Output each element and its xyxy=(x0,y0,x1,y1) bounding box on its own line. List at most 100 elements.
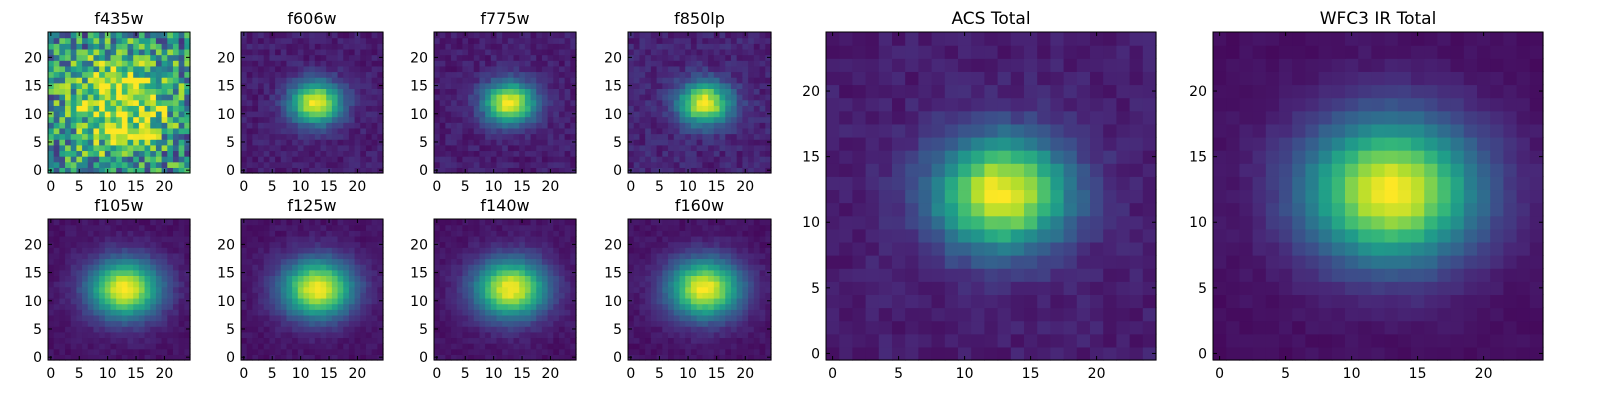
heatmap-cell xyxy=(104,54,112,61)
heatmap-cell xyxy=(650,320,658,327)
heatmap-cell xyxy=(650,60,658,67)
heatmap-cell xyxy=(759,77,766,84)
heatmap-cell xyxy=(736,65,743,73)
heatmap-cell xyxy=(479,48,486,56)
heatmap-cell xyxy=(320,167,327,174)
heatmap-cell xyxy=(742,343,749,350)
heatmap-cell xyxy=(434,235,441,243)
heatmap-cell xyxy=(269,161,276,168)
heatmap-cell xyxy=(713,297,721,305)
heatmap-cell xyxy=(650,337,658,344)
heatmap-cell xyxy=(742,133,749,140)
heatmap-cell xyxy=(496,286,503,293)
heatmap-cell xyxy=(496,230,503,237)
heatmap-cell xyxy=(462,269,469,276)
heatmap-cell xyxy=(736,127,743,135)
heatmap-cell xyxy=(445,314,452,322)
heatmap-cell xyxy=(53,88,60,95)
heatmap-cell xyxy=(445,161,452,168)
heatmap-cell xyxy=(167,247,174,254)
heatmap-cell xyxy=(371,54,378,61)
heatmap-cell xyxy=(730,77,738,84)
heatmap-cell xyxy=(161,326,168,333)
heatmap-cell xyxy=(297,275,305,282)
heatmap-cell xyxy=(541,99,549,106)
heatmap-cell xyxy=(759,281,766,288)
heatmap-cell xyxy=(258,48,265,56)
heatmap-cell xyxy=(241,94,248,101)
heatmap-cell xyxy=(184,258,191,265)
heatmap-cell xyxy=(76,224,83,231)
heatmap-cell xyxy=(730,99,738,106)
heatmap-cell xyxy=(263,37,270,44)
heatmap-cell xyxy=(48,133,55,140)
heatmap-cell xyxy=(326,275,333,282)
heatmap-cell xyxy=(650,354,658,361)
heatmap-cell xyxy=(343,94,350,101)
heatmap-cell xyxy=(685,156,692,163)
heatmap-cell xyxy=(303,110,310,118)
heatmap-cell xyxy=(365,37,373,44)
heatmap-cell xyxy=(541,60,549,67)
heatmap-cell xyxy=(93,269,100,276)
heatmap-cell xyxy=(82,247,89,254)
heatmap-cell xyxy=(258,65,265,73)
heatmap-cell xyxy=(719,71,726,78)
heatmap-cell xyxy=(690,133,698,140)
heatmap-cell xyxy=(144,331,151,339)
heatmap-cell xyxy=(326,65,333,73)
heatmap-cell xyxy=(331,37,339,44)
heatmap-cell xyxy=(679,43,686,50)
heatmap-cell xyxy=(462,314,469,322)
heatmap-cell xyxy=(502,77,509,84)
heatmap-cell xyxy=(252,116,259,123)
heatmap-cell xyxy=(167,48,174,56)
heatmap-cell xyxy=(99,320,106,327)
heatmap-cell xyxy=(725,116,732,123)
heatmap-cell xyxy=(570,99,577,106)
heatmap-cell xyxy=(553,354,560,361)
heatmap-cell xyxy=(360,252,367,260)
heatmap-cell xyxy=(138,48,146,56)
heatmap-cell xyxy=(633,65,641,73)
heatmap-cell xyxy=(656,54,663,61)
heatmap-cell xyxy=(513,71,520,78)
heatmap-cell xyxy=(645,116,652,123)
heatmap-cell xyxy=(184,343,191,350)
heatmap-cell xyxy=(519,230,526,237)
heatmap-cell xyxy=(456,94,463,101)
heatmap-cell xyxy=(439,269,446,276)
heatmap-cell xyxy=(524,348,532,355)
heatmap-cell xyxy=(719,37,726,44)
heatmap-cell xyxy=(99,60,106,67)
heatmap-cell xyxy=(656,71,663,78)
heatmap-cell xyxy=(303,247,310,254)
heatmap-cell xyxy=(462,77,469,84)
heatmap-cell xyxy=(127,264,134,271)
heatmap-cell xyxy=(172,65,180,73)
heatmap-cell xyxy=(82,122,89,129)
heatmap-cell xyxy=(331,230,339,237)
heatmap-cell xyxy=(645,297,652,305)
heatmap-cell xyxy=(473,82,481,89)
heatmap-cell xyxy=(303,292,310,299)
heatmap-cell xyxy=(725,161,732,168)
heatmap-cell xyxy=(76,292,83,299)
heatmap-cell xyxy=(280,309,288,316)
heatmap-cell xyxy=(269,150,276,157)
heatmap-cell xyxy=(343,37,350,44)
heatmap-cell xyxy=(309,105,316,112)
heatmap-cell xyxy=(93,264,100,271)
heatmap-cell xyxy=(326,110,333,118)
heatmap-cell xyxy=(570,105,577,112)
heatmap-cell xyxy=(507,122,515,129)
heatmap-cell xyxy=(65,122,72,129)
heatmap-cell xyxy=(679,269,686,276)
heatmap-cell xyxy=(314,258,322,265)
heatmap-cell xyxy=(348,167,356,174)
heatmap-cell xyxy=(650,343,658,350)
heatmap-cell xyxy=(439,144,446,152)
heatmap-cell xyxy=(82,235,89,243)
heatmap-cell xyxy=(53,127,60,135)
heatmap-cell xyxy=(172,116,180,123)
